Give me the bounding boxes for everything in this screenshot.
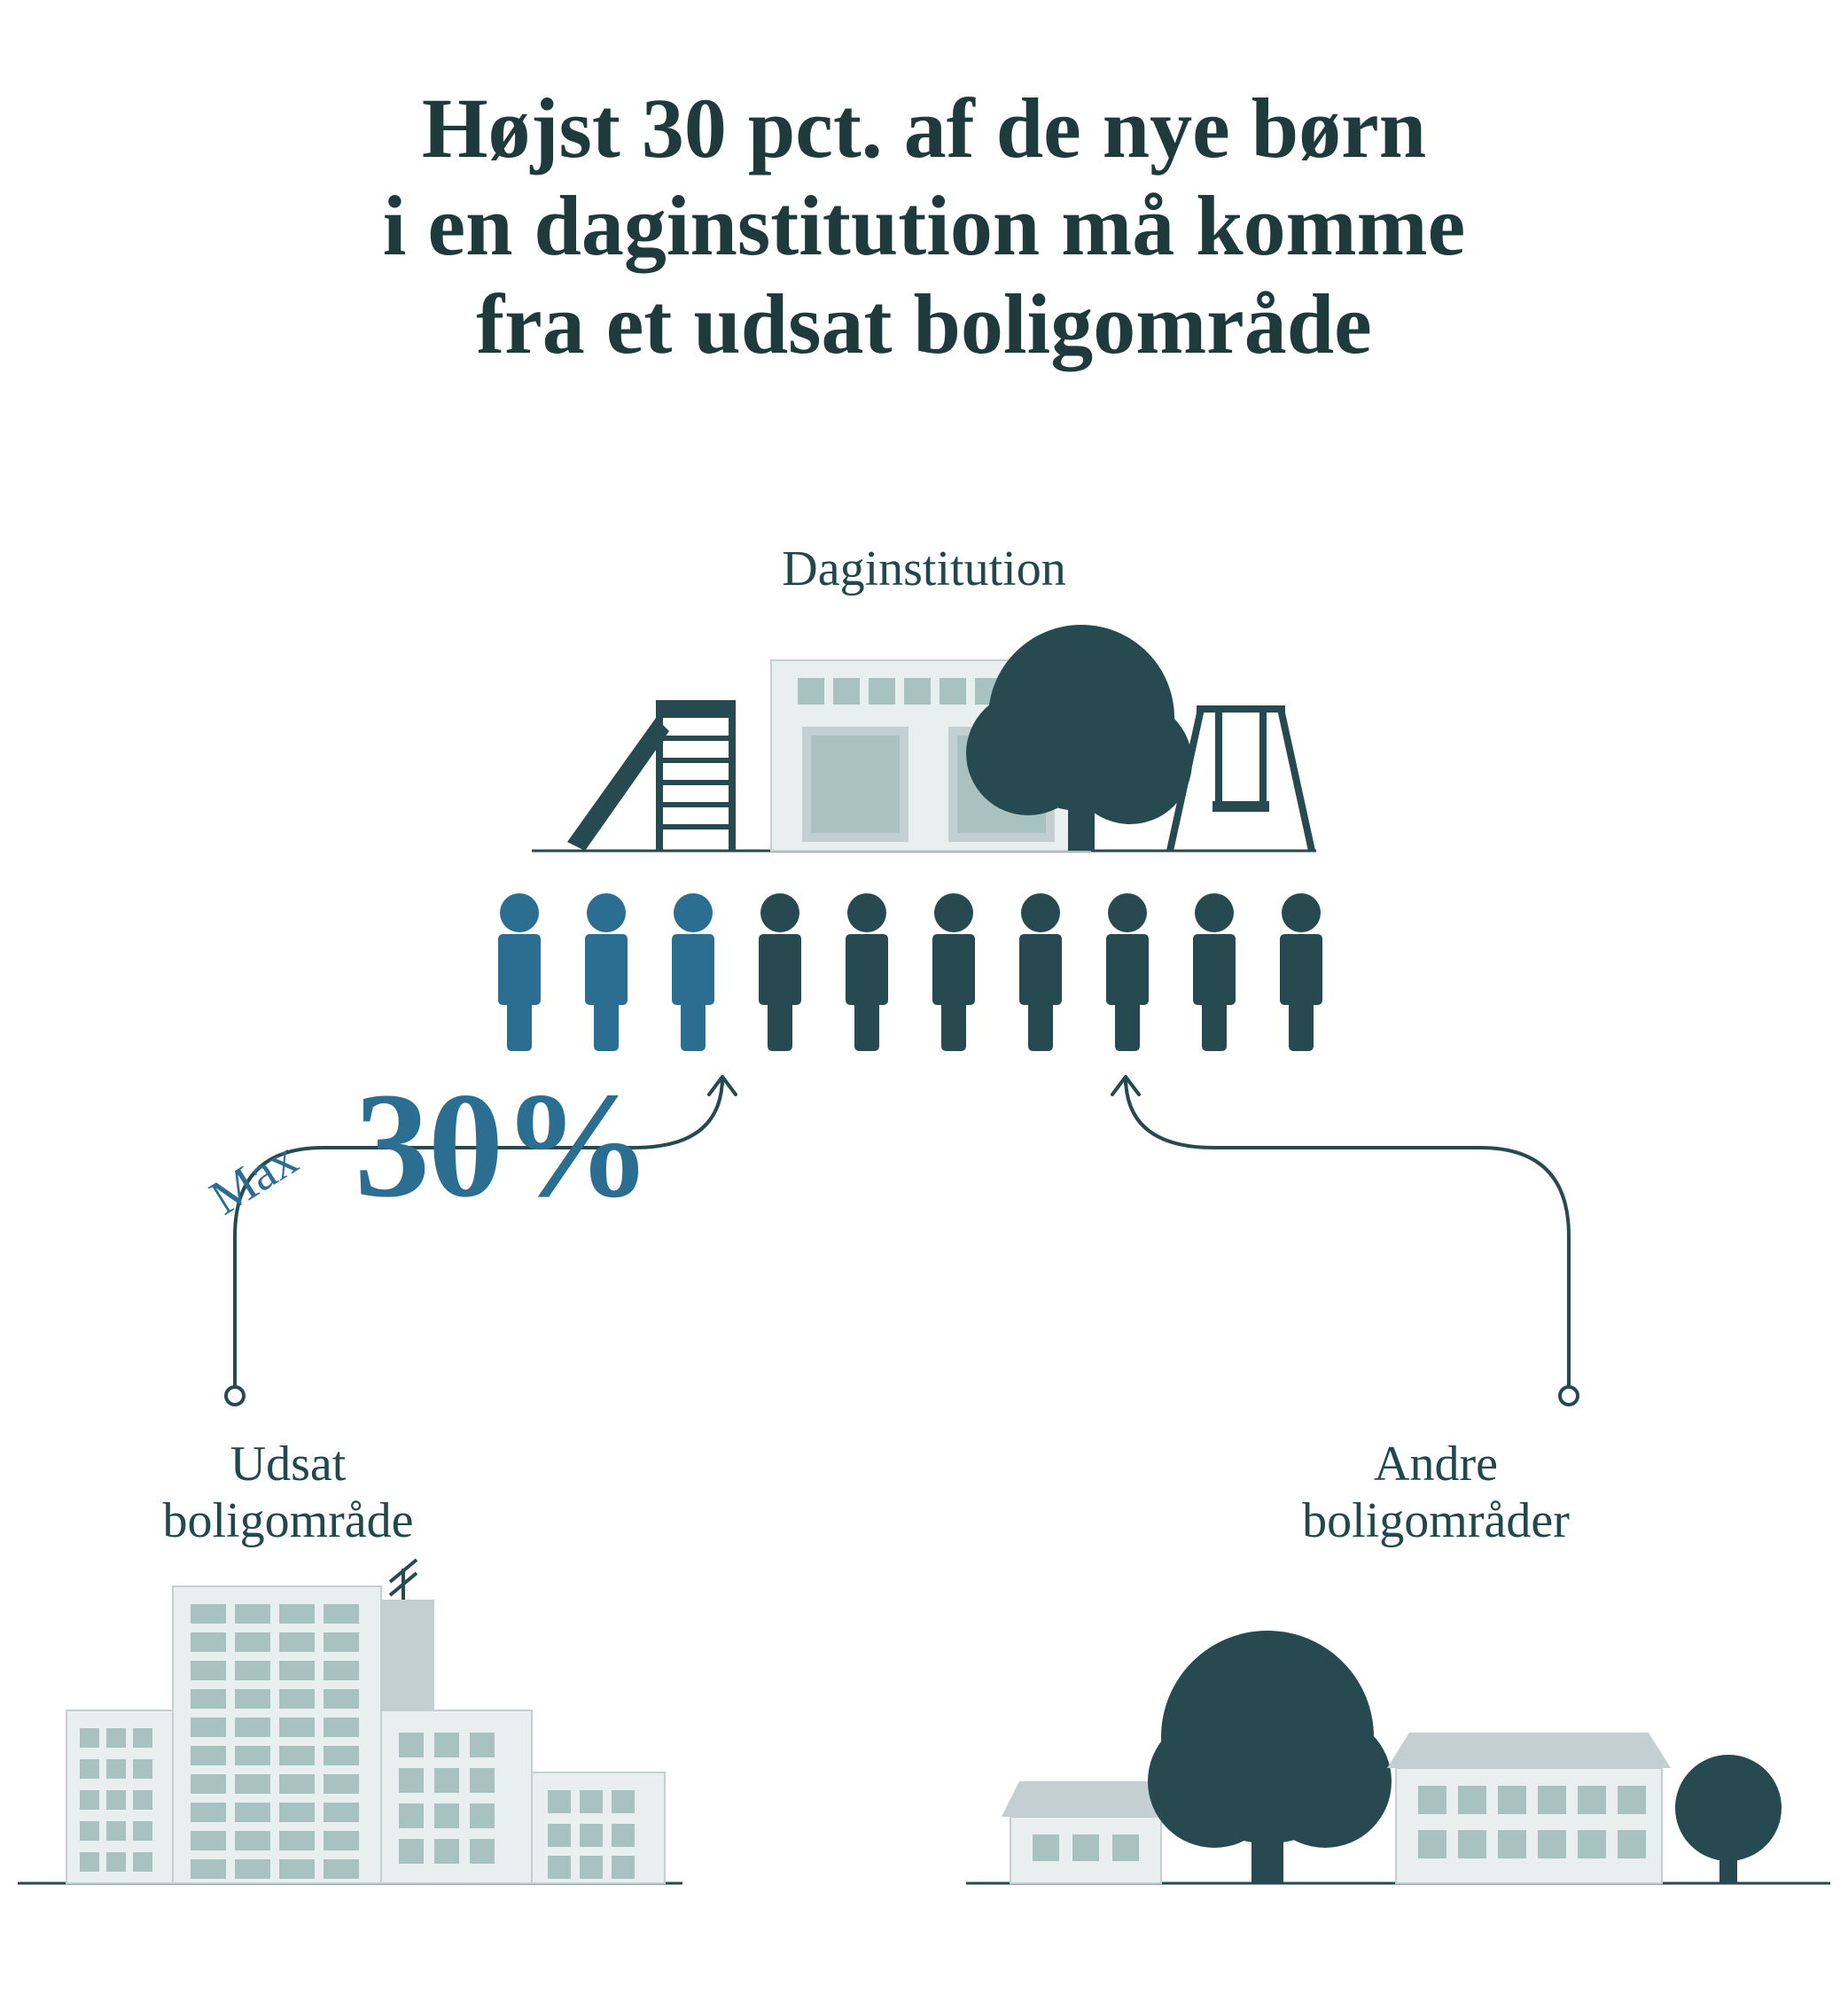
slide-icon	[567, 700, 736, 851]
left-area-line1: Udsat	[230, 1437, 347, 1492]
infographic-canvas: Højst 30 pct. af de nye børn i en dagins…	[0, 0, 1848, 2002]
right-area-line1: Andre	[1374, 1437, 1498, 1492]
daycare-scene-icon	[0, 0, 1848, 2002]
left-area-label: Udsat boligområde	[111, 1436, 465, 1550]
city-buildings-icon	[18, 1560, 682, 1883]
right-area-line2: boligområder	[1302, 1493, 1570, 1548]
percent-label: 30%	[355, 1059, 651, 1232]
swing-icon	[1170, 709, 1312, 851]
left-area-line2: boligområde	[162, 1493, 413, 1548]
people-row	[498, 893, 1322, 1051]
right-area-label: Andre boligområder	[1259, 1436, 1613, 1550]
suburb-scene-icon	[966, 1631, 1830, 1883]
